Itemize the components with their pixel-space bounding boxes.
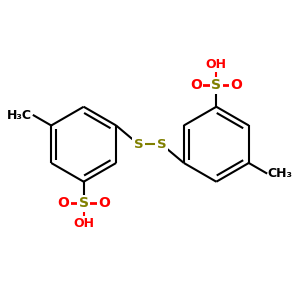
Text: CH₃: CH₃ [268,167,293,180]
Text: O: O [98,196,110,210]
Text: OH: OH [206,58,227,71]
Text: O: O [231,78,242,92]
Text: O: O [190,78,202,92]
Text: S: S [157,138,166,151]
Text: O: O [58,196,69,210]
Text: OH: OH [73,217,94,230]
Text: S: S [79,196,89,210]
Text: S: S [134,138,143,151]
Text: S: S [211,78,221,92]
Text: H₃C: H₃C [7,109,32,122]
